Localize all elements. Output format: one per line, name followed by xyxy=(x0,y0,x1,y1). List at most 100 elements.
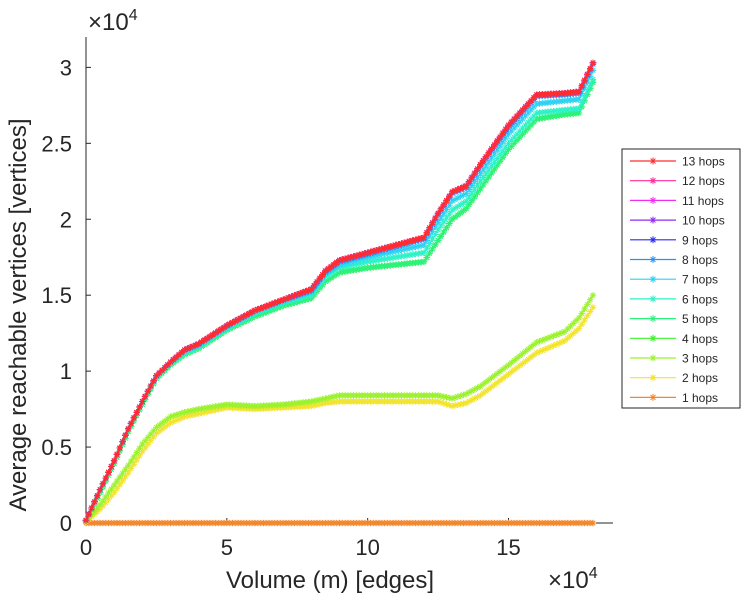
marker-stroke xyxy=(145,441,151,447)
data-point xyxy=(172,411,180,419)
y-tick-label: 1 xyxy=(60,359,72,384)
marker-stroke xyxy=(460,392,467,398)
data-point xyxy=(139,448,146,455)
data-point xyxy=(133,449,140,456)
marker-stroke xyxy=(131,454,137,460)
marker-stroke xyxy=(584,301,590,307)
marker-stroke xyxy=(443,401,450,407)
series-6-hops xyxy=(82,76,597,524)
marker-stroke xyxy=(441,400,447,406)
data-point xyxy=(125,469,132,477)
marker-stroke xyxy=(120,470,126,476)
data-point xyxy=(589,519,597,527)
marker-stroke xyxy=(103,494,109,500)
data-point xyxy=(581,316,588,324)
data-point xyxy=(451,394,459,401)
marker-stroke xyxy=(581,317,588,323)
marker-stroke xyxy=(576,315,582,321)
marker-stroke xyxy=(438,393,444,399)
marker-stroke xyxy=(139,449,145,455)
data-point xyxy=(443,224,450,231)
marker-stroke xyxy=(452,394,458,401)
series-lines xyxy=(82,59,597,527)
marker-stroke xyxy=(128,466,134,472)
data-point xyxy=(434,237,442,244)
series-4-hops xyxy=(82,79,597,524)
marker-stroke xyxy=(111,490,117,496)
marker-stroke xyxy=(455,394,461,400)
data-point xyxy=(426,250,433,257)
data-point xyxy=(130,453,138,460)
series-line xyxy=(85,82,594,521)
marker-stroke xyxy=(100,498,106,504)
data-point xyxy=(122,466,129,473)
marker-stroke xyxy=(579,321,585,327)
x-tick-label: 0 xyxy=(80,535,92,560)
series-1-hops xyxy=(82,519,597,527)
data-point xyxy=(477,185,484,193)
data-point xyxy=(125,462,132,469)
marker-stroke xyxy=(122,474,129,480)
data-point xyxy=(437,233,445,240)
data-point xyxy=(589,291,597,299)
y-tick-label: 0 xyxy=(60,511,72,536)
data-point xyxy=(584,312,591,320)
data-point xyxy=(432,241,439,248)
data-point xyxy=(465,398,473,405)
marker-stroke xyxy=(167,414,174,420)
y-tick-label: 1.5 xyxy=(41,283,72,308)
marker-stroke xyxy=(173,412,179,418)
series-2-hops xyxy=(82,304,597,525)
data-point xyxy=(130,461,138,468)
data-point xyxy=(113,485,121,492)
series-5-hops xyxy=(82,79,597,524)
data-point xyxy=(99,497,107,505)
marker-stroke xyxy=(443,394,450,400)
marker-stroke xyxy=(458,393,464,399)
marker-stroke xyxy=(114,486,120,492)
series-line xyxy=(85,82,594,521)
marker-stroke xyxy=(587,308,593,315)
marker-stroke xyxy=(105,490,112,496)
data-point xyxy=(96,501,104,508)
data-point xyxy=(423,254,431,261)
y-tick-label: 2 xyxy=(60,207,72,232)
series-line xyxy=(85,294,594,522)
marker-stroke xyxy=(176,411,182,417)
data-point xyxy=(440,400,447,407)
marker-stroke xyxy=(446,402,452,408)
data-point xyxy=(460,391,467,399)
marker-stroke xyxy=(170,413,176,419)
data-point xyxy=(102,493,109,501)
marker-stroke xyxy=(136,453,143,459)
x-tick-label: 15 xyxy=(496,535,520,560)
marker-stroke xyxy=(151,434,157,440)
data-point xyxy=(471,193,478,200)
marker-stroke xyxy=(142,445,148,451)
marker-stroke xyxy=(449,395,455,402)
marker-stroke xyxy=(97,502,103,508)
data-point xyxy=(578,310,585,317)
marker-stroke xyxy=(128,458,134,464)
data-point xyxy=(110,481,118,489)
marker-stroke xyxy=(576,326,582,332)
data-point xyxy=(144,441,152,448)
data-point xyxy=(589,304,597,311)
marker-stroke xyxy=(446,395,452,401)
data-point xyxy=(578,321,585,328)
data-point xyxy=(127,457,135,465)
data-point xyxy=(575,314,583,322)
data-point xyxy=(150,427,157,434)
marker-stroke xyxy=(590,520,596,526)
data-point xyxy=(465,201,473,208)
marker-stroke xyxy=(435,392,441,399)
x-tick-label: 5 xyxy=(221,535,233,560)
marker-stroke xyxy=(587,297,593,303)
data-point xyxy=(541,335,549,343)
data-point xyxy=(141,444,149,452)
data-point xyxy=(440,228,447,236)
data-point xyxy=(105,489,112,497)
marker-stroke xyxy=(114,478,120,484)
data-point xyxy=(119,477,126,484)
